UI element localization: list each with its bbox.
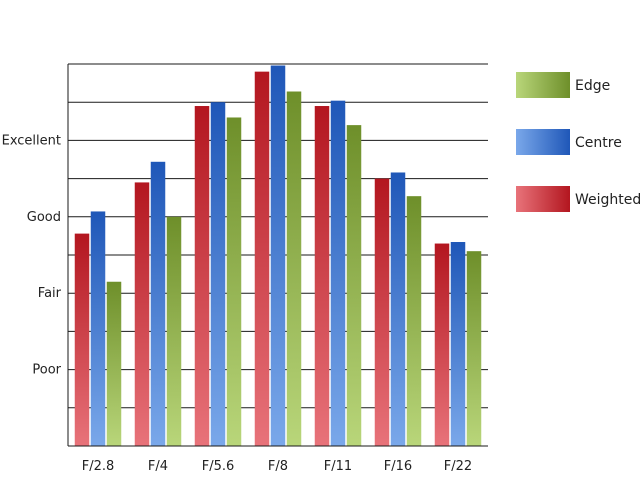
legend-label-centre: Centre: [575, 135, 622, 151]
y-tick-labels: Poor Fair Good Excellent: [2, 133, 62, 377]
x-tick-label: F/2.8: [82, 459, 115, 474]
x-tick-label: F/5.6: [202, 459, 235, 474]
x-tick-labels: F/2.8 F/4 F/5.6 F/8 F/11 F/16 F/22: [82, 459, 472, 474]
bar-centre-f16: [390, 172, 406, 446]
legend: Edge Centre Weighted: [516, 72, 640, 212]
axes: [67, 64, 488, 447]
legend-label-weighted: Weighted: [575, 192, 640, 208]
bar-centre-f56: [210, 102, 226, 446]
bar-centre-f28: [90, 211, 106, 446]
bar-weighted-f8: [254, 71, 270, 446]
bar-centre-f4: [150, 161, 166, 447]
legend-label-edge: Edge: [575, 78, 610, 94]
x-tick-label: F/11: [324, 459, 352, 474]
bar-centre-f22: [450, 242, 466, 446]
y-tick-label: Excellent: [2, 133, 61, 148]
y-tick-label: Poor: [32, 363, 61, 378]
bar-weighted-f22: [434, 243, 450, 446]
bar-weighted-f28: [74, 233, 90, 446]
y-tick-label: Good: [27, 210, 61, 225]
bar-edge-f28: [106, 281, 122, 446]
bar-weighted-f11: [314, 106, 330, 447]
bar-edge-f16: [406, 196, 422, 446]
bar-centre-f8: [270, 65, 286, 446]
bar-edge-f56: [226, 117, 242, 446]
x-tick-label: F/8: [268, 459, 288, 474]
legend-swatch-edge: [516, 72, 570, 98]
bar-edge-f11: [346, 125, 362, 447]
bar-weighted-f16: [374, 178, 390, 446]
bars: [74, 65, 482, 447]
y-tick-label: Fair: [38, 286, 62, 301]
x-tick-label: F/4: [148, 459, 168, 474]
bar-edge-f8: [286, 91, 302, 446]
x-tick-label: F/22: [444, 459, 472, 474]
bar-weighted-f4: [134, 182, 150, 447]
legend-swatch-weighted: [516, 186, 570, 212]
bar-centre-f11: [330, 100, 346, 446]
bar-edge-f4: [166, 216, 182, 446]
bar-edge-f22: [466, 251, 482, 446]
x-tick-label: F/16: [384, 459, 412, 474]
bar-weighted-f56: [194, 106, 210, 447]
legend-swatch-centre: [516, 129, 570, 155]
